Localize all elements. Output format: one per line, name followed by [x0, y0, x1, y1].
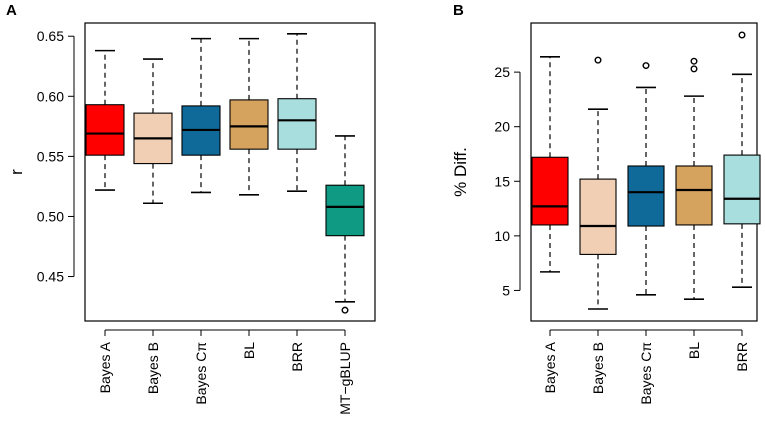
y-tick-label: 0.60: [37, 88, 64, 104]
y-axis-title: % Diff.: [451, 147, 470, 197]
box-group: [675, 57, 713, 300]
box-group: [723, 31, 761, 288]
y-tick-label: 0.50: [37, 208, 64, 224]
box: [579, 178, 617, 255]
box: [531, 156, 569, 226]
box-group: [133, 58, 173, 205]
panel-a: A 0.45 0.50 0.55 0.60 0.65 r Bayes A Bayes B Baye…: [6, 2, 376, 415]
x-tick-label: Bayes B: [590, 342, 606, 394]
x-tick-label: Bayes A: [97, 341, 113, 393]
outlier-point: [738, 31, 746, 39]
y-axis-title: r: [7, 169, 26, 175]
x-tick-label: MT−gBLUP: [337, 342, 353, 415]
y-tick-label: 15: [494, 173, 510, 189]
box-group: [181, 37, 221, 194]
y-tick-label: 20: [494, 119, 510, 135]
x-tick-label: Bayes B: [145, 342, 161, 394]
plot-frame: [84, 22, 376, 322]
y-tick-label: 0.45: [37, 269, 64, 285]
x-tick-label: BL: [686, 342, 702, 359]
box-group: [531, 56, 569, 273]
box-group: [627, 62, 665, 296]
outlier-point: [341, 306, 349, 314]
x-tick-label: Bayes Cπ: [638, 342, 654, 405]
box-group: [85, 49, 125, 191]
x-tick-label: BRR: [289, 342, 305, 372]
panel-b: B 5 10 15 20 25 % Diff. Bayes A Bayes B Bayes Cπ B…: [451, 2, 761, 405]
box: [277, 98, 317, 150]
panel-label: B: [453, 2, 464, 19]
box-group: [579, 56, 617, 310]
box: [723, 154, 761, 225]
x-tick-label: BRR: [734, 342, 750, 372]
y-tick-label: 5: [502, 282, 510, 298]
outlier-point: [594, 56, 602, 64]
x-tick-label: BL: [241, 342, 257, 359]
panel-label: A: [6, 2, 17, 19]
box-group: [277, 33, 317, 193]
outlier-point: [642, 62, 650, 70]
box-group: [229, 37, 269, 196]
x-tick-label: Bayes Cπ: [193, 342, 209, 405]
outlier-point: [690, 57, 698, 65]
y-tick-label: 25: [494, 64, 510, 80]
y-tick-label: 0.55: [37, 148, 64, 164]
box: [85, 104, 125, 156]
box: [627, 165, 665, 227]
y-tick-label: 0.65: [37, 28, 64, 44]
y-tick-label: 10: [494, 228, 510, 244]
box: [675, 165, 713, 226]
box-group: [325, 135, 365, 314]
x-tick-label: Bayes A: [542, 341, 558, 393]
box: [229, 99, 269, 150]
outlier-point: [690, 65, 698, 73]
box: [325, 184, 365, 237]
